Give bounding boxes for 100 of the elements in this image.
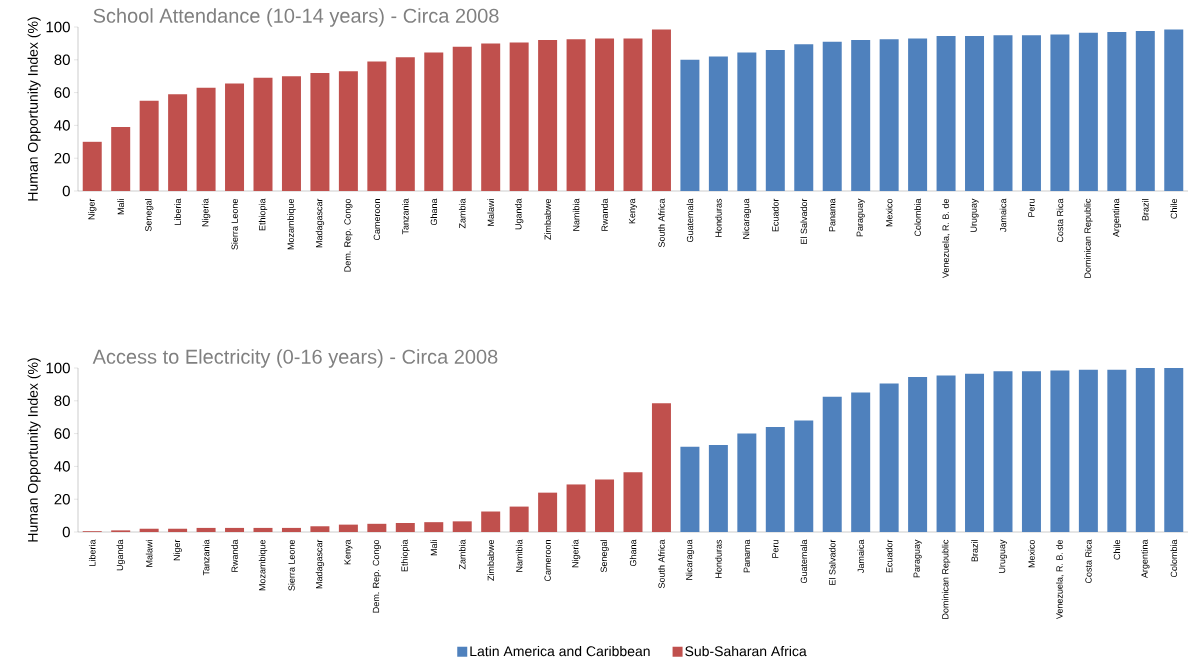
x-tick-label: Mozambique <box>287 198 296 250</box>
y-tick-label: 100 <box>46 21 70 33</box>
bar <box>822 396 842 533</box>
bar <box>367 61 387 191</box>
x-tick-label: Uganda <box>514 198 524 230</box>
bar <box>395 522 415 533</box>
x-tick-label: Dominican Republic <box>941 539 951 619</box>
x-tick-label: Niger <box>173 539 182 561</box>
bar <box>566 39 586 191</box>
bar <box>822 41 842 191</box>
x-tick-label: Jamaica <box>999 198 1007 232</box>
bar <box>82 141 102 191</box>
y-tick-label: 20 <box>54 152 70 164</box>
bar <box>965 373 985 533</box>
bar <box>253 77 273 191</box>
bar <box>281 76 301 191</box>
bar <box>338 71 358 191</box>
bar <box>993 35 1013 191</box>
bar <box>111 127 131 191</box>
x-tick-label: Malawi <box>145 540 153 567</box>
x-tick-label: Ghana <box>430 198 438 226</box>
x-tick-label: Peru <box>772 540 779 558</box>
bar <box>338 524 358 533</box>
bar <box>651 403 671 533</box>
x-tick-label: Namibia <box>515 539 523 572</box>
x-tick-label: Mozambique <box>258 539 268 591</box>
bar <box>253 527 273 533</box>
bar <box>310 72 330 191</box>
x-tick-label: Sierra Leone <box>288 539 295 591</box>
bar <box>281 527 301 533</box>
bar <box>168 528 188 533</box>
bar <box>879 39 899 191</box>
x-tick-label: Chile <box>1113 539 1121 560</box>
x-tick-label: Nigeria <box>201 198 211 227</box>
x-tick-label: Namibia <box>572 198 580 231</box>
bar <box>908 377 928 533</box>
y-tick-label: 60 <box>54 87 70 98</box>
x-tick-label: Cameroon <box>544 540 551 582</box>
x-tick-label: Dominican Republic <box>1084 198 1093 278</box>
y-tick-label: 80 <box>54 54 70 66</box>
bar <box>1078 32 1098 191</box>
x-tick-label: Sierra Leone <box>231 198 238 250</box>
x-tick-label: Ecuador <box>772 198 779 232</box>
x-tick-label: Peru <box>1028 199 1035 217</box>
x-tick-label: Malawi <box>487 199 494 226</box>
x-tick-label: Paraguay <box>856 198 865 237</box>
x-tick-label: Zambia <box>458 539 466 570</box>
x-tick-label: Brazil <box>971 540 978 562</box>
y-tick-label: 0 <box>62 185 70 197</box>
bar <box>196 87 216 191</box>
x-tick-label: Ghana <box>629 539 637 567</box>
bar <box>1021 371 1041 533</box>
x-tick-label: Costa Rica <box>1056 198 1064 243</box>
x-tick-label: Tanzania <box>402 198 409 235</box>
bar <box>1135 368 1155 533</box>
bar <box>1107 31 1127 191</box>
x-tick-label: Zimbabwe <box>487 539 494 581</box>
bar <box>794 44 814 191</box>
x-tick-label: Guatemala <box>686 198 694 243</box>
x-tick-label: Cameroon <box>373 199 381 241</box>
x-tick-label: Colombia <box>1170 539 1178 578</box>
x-tick-label: Zimbabwe <box>544 198 551 240</box>
bar <box>1078 369 1098 533</box>
bar <box>225 83 245 191</box>
x-tick-label: Costa Rica <box>1085 539 1092 584</box>
bar <box>1021 35 1041 191</box>
y-axis-title: Human Opportunity Index (%) <box>27 358 41 542</box>
x-tick-label: Panama <box>829 198 836 232</box>
bar <box>737 433 757 533</box>
bar <box>908 38 928 191</box>
y-tick-label: 40 <box>54 461 70 472</box>
bar <box>851 40 871 191</box>
bar <box>452 46 472 191</box>
x-tick-label: South Africa <box>658 539 665 589</box>
x-tick-label: Madagascar <box>315 539 325 589</box>
bar <box>139 100 159 191</box>
x-tick-label: Ecuador <box>885 539 893 573</box>
bar <box>1050 34 1070 191</box>
x-tick-label: Brazil <box>1141 199 1149 221</box>
x-tick-label: El Salvador <box>828 539 836 585</box>
bar <box>879 383 899 533</box>
bar <box>367 523 387 533</box>
x-tick-label: Senegal <box>144 199 154 232</box>
bar <box>1050 370 1070 533</box>
x-tick-label: Honduras <box>715 539 722 578</box>
x-tick-label: Liberia <box>174 198 181 225</box>
bar <box>509 506 529 533</box>
legend-label: Latin America and Caribbean <box>470 645 650 657</box>
bar <box>765 49 785 191</box>
x-tick-label: Mexico <box>1028 539 1035 568</box>
bar <box>196 527 216 533</box>
bar <box>765 427 785 533</box>
bar <box>794 420 814 533</box>
x-tick-label: Mali <box>430 540 438 556</box>
y-tick-label: 0 <box>62 526 70 538</box>
x-tick-label: Dem. Rep. Congo <box>344 198 353 272</box>
bar <box>936 375 956 533</box>
bar <box>595 38 615 191</box>
x-tick-label: Zambia <box>458 198 466 229</box>
x-tick-label: Mexico <box>885 198 893 227</box>
